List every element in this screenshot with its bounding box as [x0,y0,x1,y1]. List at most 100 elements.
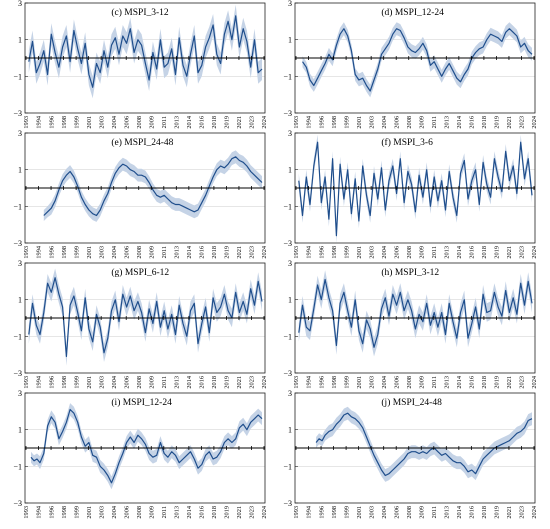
plot-frame [294,2,536,114]
x-tick-label: 1993 [23,246,30,259]
x-tick-label: 2008 [406,246,413,259]
x-tick-label: 2014 [456,115,463,128]
x-tick-label: 2001 [86,246,93,259]
x-tick-label: 1998 [61,116,68,129]
x-tick-label: 2004 [381,245,388,258]
panel-title: (f) MSPI_3-6 [381,137,433,148]
x-tick-label: 1996 [48,246,55,259]
x-tick-label: 1999 [73,506,80,519]
x-tick-label: 2021 [236,116,243,129]
y-tick-label: −3 [283,369,292,378]
panel-title: (j) MSPI_24-48 [381,397,442,408]
x-tick-label: 1993 [23,116,30,129]
x-tick-label: 2016 [469,376,476,389]
x-tick-label: 1999 [343,376,350,389]
x-tick-label: 2024 [261,245,268,258]
x-tick-label: 2021 [506,506,513,519]
x-tick-label: 2023 [519,116,526,129]
x-tick-label: 2008 [136,376,143,389]
x-tick-label: 2009 [148,506,155,519]
x-tick-label: 2018 [211,246,218,259]
x-tick-label: 2006 [393,246,400,259]
x-tick-label: 2008 [406,506,413,519]
x-tick-label: 1998 [331,506,338,519]
x-tick-label: 2018 [211,376,218,389]
x-tick-label: 1998 [331,246,338,259]
x-tick-label: 1994 [306,505,313,518]
plot-frame [294,132,536,244]
x-tick-label: 2011 [431,116,438,128]
x-tick-label: 2014 [186,505,193,518]
y-tick-label: −3 [283,499,292,508]
x-tick-label: 2016 [199,246,206,259]
x-tick-label: 2016 [469,116,476,129]
x-tick-label: 2024 [531,505,538,518]
series-line [302,28,533,92]
x-tick-label: 2021 [236,506,243,519]
x-tick-label: 2018 [211,506,218,519]
x-tick-label: 2003 [368,376,375,389]
x-tick-label: 1996 [48,376,55,389]
x-tick-label: 2018 [481,376,488,389]
x-tick-label: 2013 [444,116,451,129]
x-tick-label: 2008 [136,116,143,129]
x-tick-label: 2008 [406,116,413,129]
plot-area [298,270,533,357]
panel-title: (e) MSPI_24-48 [111,137,173,148]
x-tick-label: 2013 [174,116,181,129]
x-tick-label: 2024 [261,375,268,388]
chart-panel-1: −3 −1 1 3 1993 1994 1996 1998 1999 2001 2003 2004 20… [13,0,268,129]
x-tick-label: 2013 [444,376,451,389]
x-tick-label: 2023 [249,376,256,389]
plot-frame [294,262,536,374]
uncertainty-band [298,270,532,357]
x-tick-label: 2013 [174,506,181,519]
x-tick-label: 2009 [418,506,425,519]
x-tick-label: 2016 [469,246,476,259]
plot-area [43,150,263,222]
x-tick-label: 1998 [331,116,338,129]
y-tick-label: 3 [288,259,292,268]
x-tick-label: 2009 [418,376,425,389]
y-tick-label: −1 [283,462,292,471]
x-tick-label: 2009 [418,116,425,129]
x-tick-label: 1996 [318,376,325,389]
y-tick-label: 1 [288,426,292,435]
chart-panel-4: −3 −1 1 3 1993 1994 1996 1998 1999 2001 2003 2004 20… [283,129,538,259]
x-tick-label: 2011 [161,246,168,258]
panel-title: (d) MSPI_12-24 [381,7,444,18]
x-tick-label: 1999 [343,506,350,519]
x-tick-label: 1998 [61,376,68,389]
x-tick-label: 1993 [293,116,300,129]
x-tick-label: 1999 [343,246,350,259]
x-tick-label: 2021 [236,376,243,389]
y-tick-label: −1 [283,72,292,81]
x-tick-label: 2011 [431,246,438,258]
x-tick-label: 2023 [519,376,526,389]
y-tick-label: −1 [13,332,22,341]
x-tick-label: 1994 [36,115,43,128]
x-tick-label: 2008 [406,376,413,389]
x-tick-label: 2024 [261,115,268,128]
x-tick-label: 2019 [494,376,501,389]
x-tick-label: 2021 [236,246,243,259]
x-tick-label: 2018 [481,116,488,129]
x-tick-label: 2004 [381,115,388,128]
x-tick-label: 2003 [98,376,105,389]
x-tick-label: 2004 [111,245,118,258]
x-tick-label: 2004 [111,375,118,388]
x-tick-label: 2016 [199,506,206,519]
y-tick-label: −1 [283,332,292,341]
x-tick-label: 2001 [86,116,93,129]
plot-area [302,22,533,98]
x-tick-label: 2023 [519,506,526,519]
x-tick-label: 1993 [293,376,300,389]
x-tick-label: 1996 [48,116,55,129]
x-tick-label: 2001 [356,246,363,259]
x-tick-label: 2003 [98,116,105,129]
series-line [298,141,533,237]
panel-title: (g) MSPI_6-12 [111,267,169,278]
x-tick-label: 2018 [481,246,488,259]
x-tick-label: 2011 [161,506,168,518]
x-tick-label: 2016 [199,116,206,129]
